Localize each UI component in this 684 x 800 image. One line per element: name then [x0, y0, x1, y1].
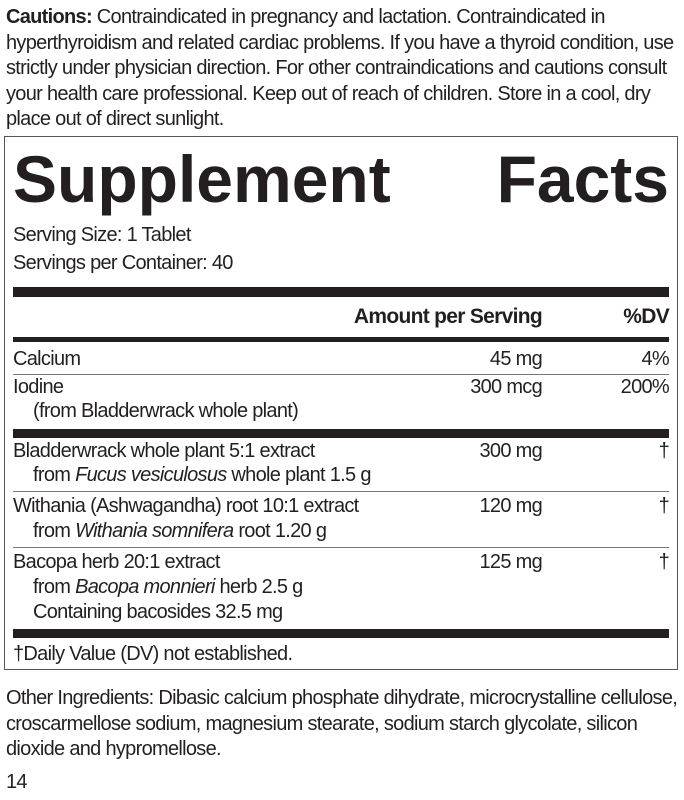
thin-divider: [13, 491, 669, 492]
thick-divider: [13, 287, 669, 297]
row-amount: 125 mg: [479, 551, 542, 573]
title-word-2: Facts: [496, 142, 669, 216]
row-dv: †: [658, 440, 670, 462]
cautions-text: Cautions: Contraindicated in pregnancy a…: [6, 5, 682, 133]
cautions-body: Contraindicated in pregnancy and lactati…: [6, 6, 674, 130]
row-sub: from Withania somnifera root 1.20 g: [33, 520, 327, 542]
servings-per-container: Servings per Container: 40: [13, 252, 233, 274]
thick-divider: [13, 429, 669, 438]
row-dv: †: [658, 495, 670, 517]
row-sub: from Bacopa monnieri herb 2.5 g: [33, 576, 303, 598]
row-name: Bacopa herb 20:1 extract: [13, 551, 220, 573]
row-sub: from Fucus vesiculosus whole plant 1.5 g: [33, 464, 371, 486]
thin-divider: [13, 374, 669, 375]
page-number: 14: [6, 771, 28, 793]
row-name: Bladderwrack whole plant 5:1 extract: [13, 440, 315, 462]
header-amount: Amount per Serving: [353, 305, 543, 328]
row-amount: 45 mg: [489, 348, 543, 370]
row-dv: 200%: [620, 376, 670, 398]
row-sub: (from Bladderwrack whole plant): [33, 400, 299, 422]
row-name: Withania (Ashwagandha) root 10:1 extract: [13, 495, 359, 517]
row-amount: 300 mg: [479, 440, 542, 462]
thin-divider: [13, 547, 669, 548]
row-name: Calcium: [13, 348, 81, 370]
thick-divider: [13, 629, 669, 638]
row-amount: 300 mcg: [470, 376, 543, 398]
panel-title: Supplement Facts: [13, 139, 669, 216]
other-ingredients: Other Ingredients: Dibasic calcium phosp…: [6, 687, 678, 760]
serving-size: Serving Size: 1 Tablet: [13, 224, 191, 246]
row-dv: †: [658, 551, 670, 573]
footnote: †Daily Value (DV) not established.: [13, 643, 293, 665]
title-word-1: Supplement: [13, 142, 391, 216]
medium-divider: [13, 337, 669, 342]
row-sub2: Containing bacosides 32.5 mg: [33, 601, 283, 623]
cautions-label: Cautions:: [6, 6, 93, 28]
row-amount: 120 mg: [479, 495, 542, 517]
supplement-facts-panel: Supplement Facts Serving Size: 1 Tablet S…: [4, 136, 678, 670]
row-dv: 4%: [641, 348, 669, 370]
row-name: Iodine: [13, 376, 64, 398]
header-dv: %DV: [623, 305, 669, 328]
